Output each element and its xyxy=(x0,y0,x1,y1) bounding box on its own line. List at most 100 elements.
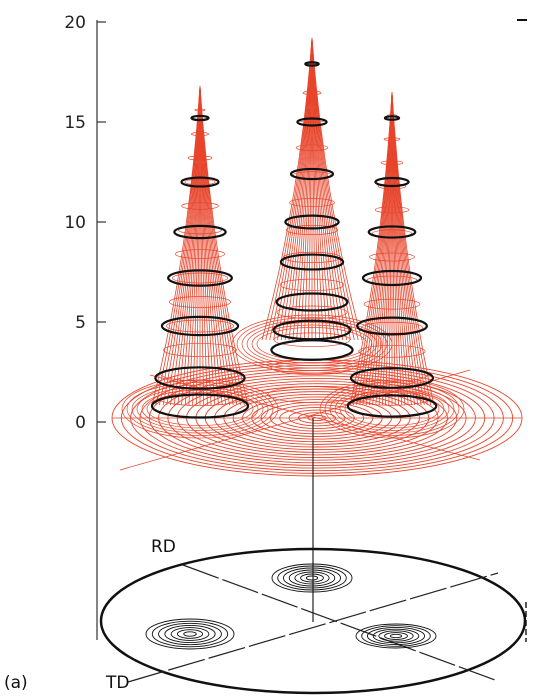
rings-left xyxy=(150,114,250,419)
mesh-ring xyxy=(282,251,342,263)
projection-contour xyxy=(277,565,347,591)
peak-skirt xyxy=(131,384,269,434)
peak-skirt xyxy=(126,382,274,436)
projection-contour xyxy=(282,567,342,589)
contour-ring xyxy=(275,292,349,312)
projection-contour xyxy=(372,628,420,644)
contour-ring xyxy=(150,393,250,419)
projection-contour xyxy=(300,573,324,583)
mesh-strand xyxy=(199,85,249,406)
td-axis-line xyxy=(127,572,499,683)
mesh-ring xyxy=(273,332,351,347)
projection-disc-outline xyxy=(99,547,527,695)
projection-contour xyxy=(294,571,330,585)
mesh-ring xyxy=(361,321,423,334)
contour-ring xyxy=(346,394,438,418)
peak-skirt xyxy=(329,384,455,434)
mesh-strand xyxy=(199,85,230,406)
mesh-strand xyxy=(391,91,435,406)
peak-skirt xyxy=(141,389,259,429)
contour-ring xyxy=(180,176,220,188)
mesh-ring xyxy=(380,160,404,166)
td-label: TD xyxy=(105,673,129,693)
contour-ring xyxy=(272,319,352,341)
tick-label: 15 xyxy=(64,113,86,133)
contour-ring xyxy=(154,366,246,390)
projection-disc xyxy=(99,547,527,695)
projection-contour xyxy=(378,630,414,642)
mesh-strand xyxy=(365,91,393,406)
mesh-ring xyxy=(285,225,339,235)
projection-contours xyxy=(145,563,437,650)
contour-ring xyxy=(349,367,435,389)
mesh-strand xyxy=(349,91,393,406)
mesh-ring xyxy=(191,132,209,136)
contour-ring xyxy=(190,114,210,122)
mesh-ring xyxy=(194,108,206,112)
peak-center xyxy=(231,37,393,403)
projection-contour xyxy=(164,624,216,644)
projection-contour xyxy=(158,622,222,646)
contour-ring xyxy=(383,115,401,121)
peak-skirt xyxy=(251,324,373,364)
rd-axis-line xyxy=(182,564,496,681)
projection-contour xyxy=(183,631,197,637)
contour-ring xyxy=(367,225,417,239)
peak-skirt xyxy=(136,387,264,431)
contour-ring xyxy=(356,316,428,336)
mesh-ring xyxy=(302,90,322,95)
contour-ring xyxy=(173,224,227,240)
tick-label: 10 xyxy=(64,213,86,233)
rd-label: RD xyxy=(151,537,176,557)
mesh-ring xyxy=(181,202,219,210)
projection-contour xyxy=(288,569,336,587)
contour-ring xyxy=(374,176,410,188)
projection-contour xyxy=(151,620,229,648)
projection-peak-right xyxy=(355,623,437,649)
rings-right xyxy=(346,115,438,418)
contour-ring xyxy=(361,269,423,287)
z-axis: 0 5 10 15 20 xyxy=(64,13,527,640)
projection-contour xyxy=(176,629,204,639)
contour-ring xyxy=(167,269,233,287)
intensity-mesh xyxy=(111,37,523,477)
peak-contour-rings xyxy=(150,61,438,419)
mesh-ring xyxy=(169,296,231,308)
mesh-ring xyxy=(267,386,357,403)
contour-ring xyxy=(160,315,240,337)
mesh-ring xyxy=(175,249,225,259)
contour-ring xyxy=(279,253,345,271)
mesh-ring xyxy=(166,319,234,333)
contour-ring xyxy=(284,214,340,230)
peak-skirt xyxy=(339,389,445,429)
mesh-ring xyxy=(184,178,216,186)
contour-ring xyxy=(289,167,335,181)
mesh-strand xyxy=(170,85,201,406)
contour-ring xyxy=(270,339,354,361)
mesh-strand xyxy=(151,85,201,406)
tick-label: 0 xyxy=(75,413,86,433)
mesh-ring xyxy=(374,206,410,214)
mesh-ring xyxy=(157,390,243,406)
mesh-ring xyxy=(353,391,431,406)
contour-ring xyxy=(296,117,328,127)
mesh-ring xyxy=(163,343,237,357)
peak-skirt xyxy=(324,382,460,436)
mesh-ring xyxy=(187,155,213,161)
projection-contour xyxy=(384,632,408,640)
mesh-strand xyxy=(391,91,419,406)
mesh-ring xyxy=(358,344,426,358)
projection-contour xyxy=(271,563,353,593)
projection-contour xyxy=(389,633,403,639)
rings-center xyxy=(270,61,354,361)
mesh-ring xyxy=(369,252,415,262)
projection-peak-left xyxy=(145,618,235,650)
peak-skirt xyxy=(236,317,388,371)
mesh-ring xyxy=(295,144,329,151)
mesh-ring xyxy=(172,272,228,284)
mesh-ring xyxy=(289,198,335,207)
contour-ring xyxy=(304,61,320,67)
mesh-ring xyxy=(383,137,401,141)
projection-contour xyxy=(366,626,426,646)
